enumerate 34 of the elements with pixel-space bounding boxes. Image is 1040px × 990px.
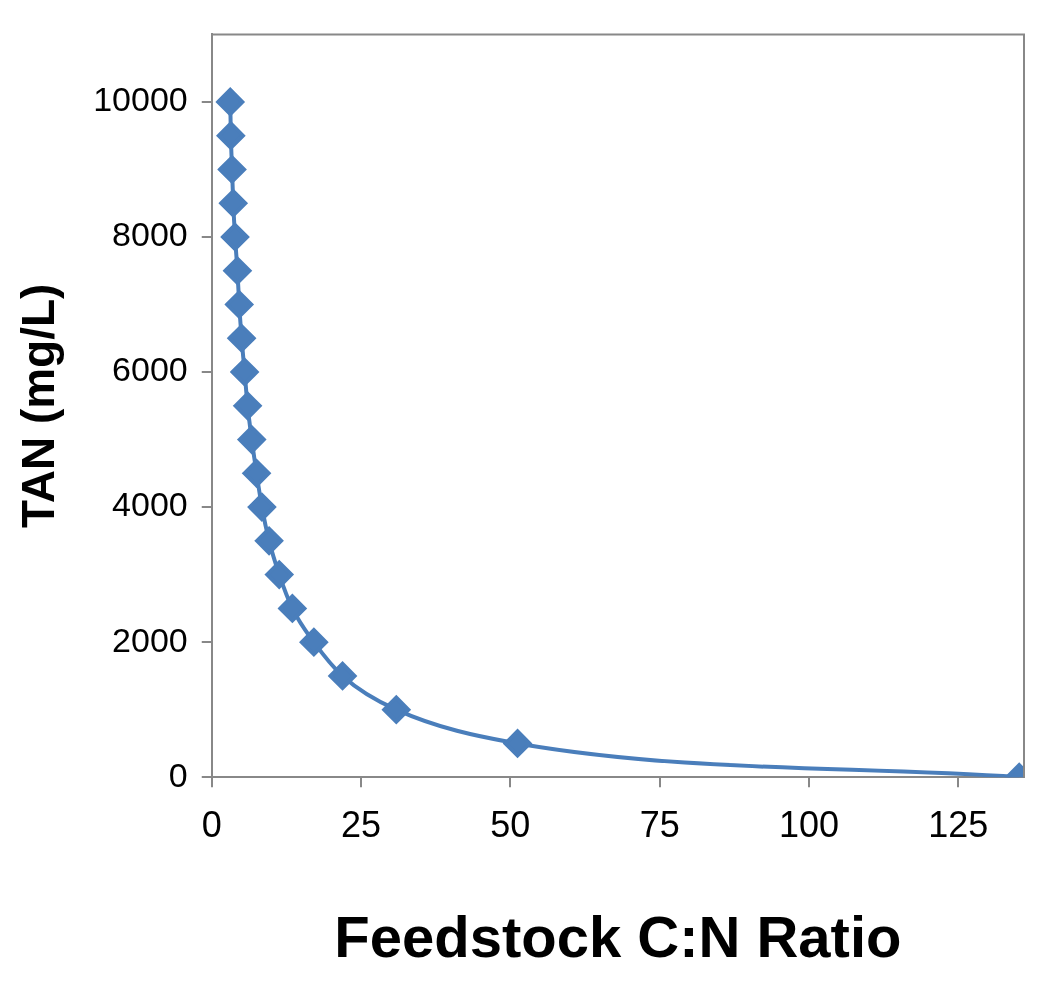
point [221,222,250,251]
point [219,189,248,218]
point [382,695,411,724]
x-axis-title: Feedstock C:N Ratio [334,904,902,970]
y-tick-label: 0 [168,755,188,794]
y-axis-title: TAN (mg/L) [12,283,65,529]
y-tick-label: 2000 [112,620,188,659]
x-tick-label: 50 [490,803,531,845]
point [299,628,328,657]
x-tick-label: 25 [341,803,382,845]
point [218,155,247,184]
x-tick-label: 100 [778,803,840,845]
point [216,121,245,150]
point [223,256,252,285]
point [227,324,256,353]
y-tick-label: 10000 [93,80,188,119]
x-tick-label: 125 [928,803,989,845]
point [237,425,266,454]
point [278,594,307,623]
point [503,729,532,758]
x-tick-label: 0 [201,803,222,845]
point [255,526,284,555]
point [225,290,254,319]
point [216,87,245,116]
y-tick-label: 6000 [112,350,188,389]
point [328,661,357,690]
point [265,560,294,589]
point [233,391,262,420]
y-tick-label: 8000 [112,215,188,254]
point [247,493,276,522]
point [242,459,271,488]
x-tick-label: 75 [639,803,680,845]
point [230,358,259,387]
y-tick-label: 4000 [112,485,188,524]
